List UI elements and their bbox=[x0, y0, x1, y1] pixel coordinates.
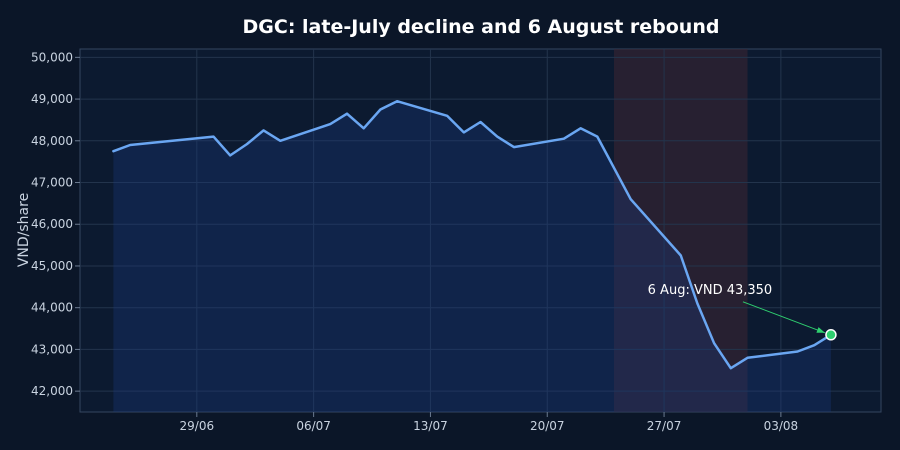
annotation: 6 Aug: VND 43,350 bbox=[648, 283, 837, 341]
annotation-arrowhead bbox=[816, 327, 825, 333]
area-fill bbox=[113, 101, 831, 412]
x-tick-label: 13/07 bbox=[413, 419, 448, 433]
y-tick-label: 43,000 bbox=[31, 342, 73, 356]
series-area bbox=[113, 101, 831, 412]
annotation-marker bbox=[825, 329, 837, 341]
x-tick-label: 06/07 bbox=[296, 419, 331, 433]
annotation-text: 6 Aug: VND 43,350 bbox=[648, 283, 773, 298]
y-tick-label: 42,000 bbox=[31, 384, 73, 398]
y-tick-label: 46,000 bbox=[31, 217, 73, 231]
x-tick-label: 27/07 bbox=[647, 419, 682, 433]
y-axis: 42,000 43,000 44,000 45,000 46,000 47,000 48,0… bbox=[31, 50, 80, 398]
y-tick-label: 44,000 bbox=[31, 301, 73, 315]
series-line bbox=[112, 99, 833, 370]
y-tick-label: 47,000 bbox=[31, 176, 73, 190]
x-tick-label: 03/08 bbox=[764, 419, 799, 433]
x-tick-label: 29/06 bbox=[180, 419, 215, 433]
y-tick-label: 48,000 bbox=[31, 134, 73, 148]
highlight-band bbox=[614, 49, 748, 412]
y-tick-label: 45,000 bbox=[31, 259, 73, 273]
y-tick-label: 50,000 bbox=[31, 50, 73, 64]
x-tick-label: 20/07 bbox=[530, 419, 565, 433]
y-axis-title: VND/share bbox=[16, 193, 32, 267]
y-tick-label: 49,000 bbox=[31, 92, 73, 106]
chart-title: DGC: late-July decline and 6 August rebo… bbox=[243, 16, 720, 38]
annotation-arrow bbox=[742, 301, 826, 334]
x-axis: 29/06 06/07 13/07 20/07 27/07 03/08 bbox=[180, 412, 799, 433]
series-path bbox=[112, 99, 833, 370]
grid bbox=[80, 49, 881, 412]
